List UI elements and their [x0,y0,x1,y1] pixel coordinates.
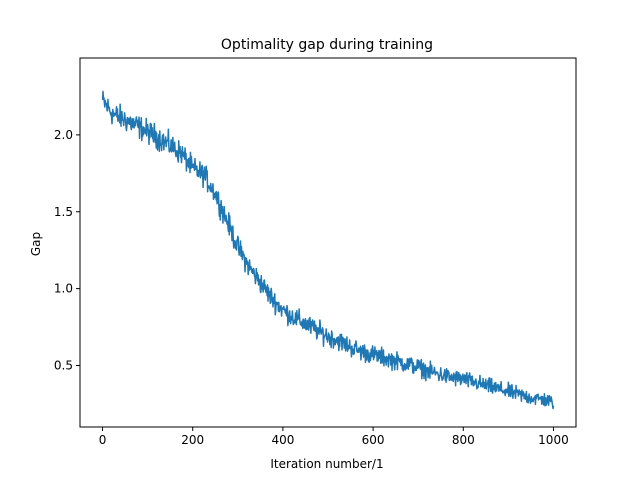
y-axis: 0.5 1.0 1.5 2.0 [54,128,80,373]
x-tick-label: 200 [181,433,204,447]
x-tick-label: 1000 [538,433,569,447]
y-tick-label: 2.0 [54,128,73,142]
y-tick-label: 1.5 [54,205,73,219]
series-line [101,90,555,410]
x-tick-label: 400 [271,433,294,447]
x-tick-label: 0 [99,433,107,447]
x-axis: 0 200 400 600 800 1000 [99,427,569,447]
plot-area [101,90,555,410]
chart-title: Optimality gap during training [221,37,433,53]
y-axis-label: Gap [29,232,43,256]
y-tick-label: 1.0 [54,282,73,296]
x-tick-label: 600 [362,433,385,447]
x-tick-label: 800 [452,433,475,447]
x-axis-label: Iteration number/1 [270,457,383,471]
plot-frame [79,57,577,428]
y-tick-label: 0.5 [54,359,73,373]
